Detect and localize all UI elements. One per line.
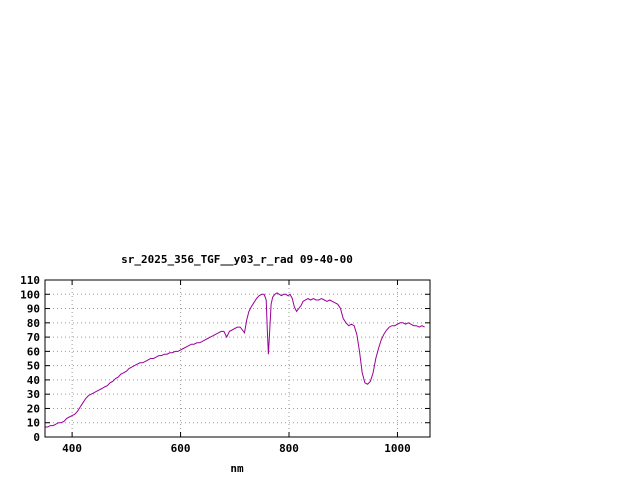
x-tick-label: 400 [62,442,82,455]
y-tick-label: 80 [27,317,40,330]
ticks-layer [45,279,430,438]
y-tick-label: 20 [27,402,40,415]
x-tick-label: 1000 [384,442,411,455]
y-tick-label: 100 [20,288,40,301]
y-tick-label: 30 [27,388,40,401]
y-tick-label: 40 [27,374,40,387]
grid-layer [45,279,430,438]
y-tick-label: 50 [27,360,40,373]
y-tick-label: 110 [20,274,40,287]
x-tick-label: 600 [171,442,191,455]
chart-title: sr_2025_356_TGF__y03_r_rad 09-40-00 [121,253,353,266]
y-tick-label: 70 [27,331,40,344]
series-polyline [45,292,425,428]
x-tick-label: 800 [279,442,299,455]
x-axis-label: nm [230,462,244,475]
y-tick-label: 90 [27,303,40,316]
y-tick-label: 10 [27,417,40,430]
y-tick-label: 0 [33,431,40,444]
series-layer [45,292,425,428]
y-tick-label: 60 [27,345,40,358]
plot-border [44,279,431,438]
